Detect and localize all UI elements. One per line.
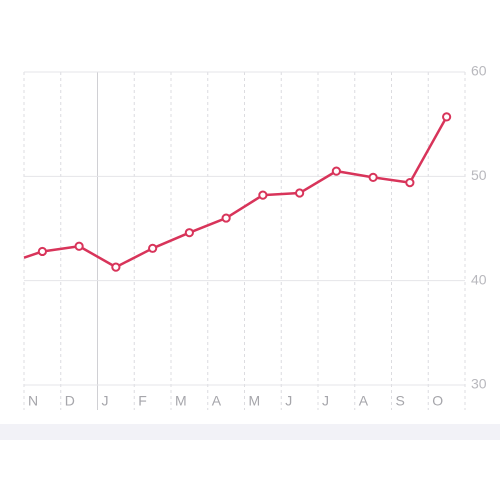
y-tick-label: 40 <box>471 271 487 287</box>
data-point <box>331 166 341 176</box>
x-tick-label: N <box>28 393 38 409</box>
data-point <box>148 243 158 253</box>
y-tick-label: 30 <box>471 376 487 392</box>
x-tick-label: A <box>359 393 369 409</box>
x-tick-label: O <box>432 393 443 409</box>
data-point <box>74 241 84 251</box>
data-point <box>442 112 452 122</box>
data-point <box>405 177 415 188</box>
data-line <box>23 116 448 269</box>
bottom-band <box>0 424 500 440</box>
x-tick-label: F <box>138 393 147 409</box>
x-tick-label: J <box>102 393 109 409</box>
data-point <box>37 246 47 257</box>
data-point <box>368 172 378 182</box>
x-tick-label: D <box>65 393 75 409</box>
y-tick-label: 50 <box>471 167 487 183</box>
data-point <box>111 262 121 272</box>
data-point <box>221 213 231 223</box>
data-point <box>258 190 268 200</box>
x-tick-label: M <box>249 393 261 409</box>
x-tick-label: S <box>396 393 405 409</box>
data-point <box>184 228 194 238</box>
x-tick-label: J <box>285 393 292 409</box>
x-tick-label: A <box>212 393 222 409</box>
x-tick-label: J <box>322 393 329 409</box>
y-tick-label: 60 <box>471 63 487 79</box>
x-tick-label: M <box>175 393 187 409</box>
data-point <box>295 188 305 198</box>
